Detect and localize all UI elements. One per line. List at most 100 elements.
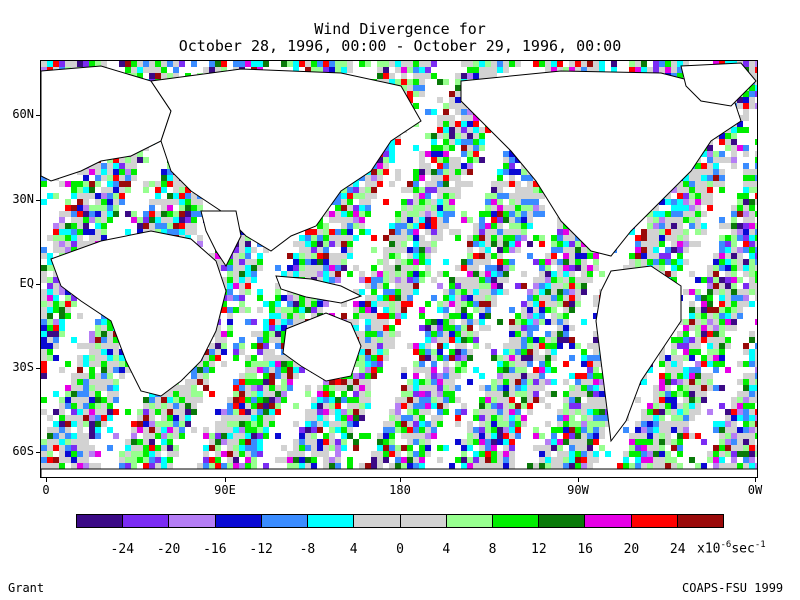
divergence-cell bbox=[581, 373, 587, 379]
divergence-cell bbox=[113, 397, 119, 403]
divergence-cell bbox=[689, 349, 695, 355]
divergence-cell bbox=[419, 349, 425, 355]
divergence-cell bbox=[737, 265, 743, 271]
divergence-cell bbox=[449, 127, 455, 133]
divergence-cell bbox=[563, 319, 569, 325]
divergence-cell bbox=[659, 385, 665, 391]
divergence-cell bbox=[665, 361, 671, 367]
divergence-cell bbox=[239, 409, 245, 415]
divergence-cell bbox=[563, 235, 569, 241]
divergence-cell bbox=[539, 313, 545, 319]
divergence-cell bbox=[689, 373, 695, 379]
divergence-cell bbox=[593, 421, 599, 427]
divergence-cell bbox=[227, 415, 233, 421]
divergence-cell bbox=[533, 337, 539, 343]
divergence-cell bbox=[497, 379, 503, 385]
divergence-cell bbox=[755, 289, 757, 295]
divergence-cell bbox=[593, 409, 599, 415]
divergence-cell bbox=[689, 337, 695, 343]
divergence-cell bbox=[101, 187, 107, 193]
divergence-cell bbox=[701, 193, 707, 199]
divergence-cell bbox=[239, 259, 245, 265]
divergence-cell bbox=[527, 373, 533, 379]
divergence-cell bbox=[659, 265, 665, 271]
divergence-cell bbox=[671, 409, 677, 415]
divergence-cell bbox=[359, 313, 365, 319]
divergence-cell bbox=[335, 241, 341, 247]
divergence-cell bbox=[425, 325, 431, 331]
divergence-cell bbox=[701, 373, 707, 379]
divergence-cell bbox=[689, 355, 695, 361]
divergence-cell bbox=[749, 247, 755, 253]
divergence-cell bbox=[437, 217, 443, 223]
divergence-cell bbox=[95, 61, 101, 67]
divergence-cell bbox=[77, 199, 83, 205]
divergence-cell bbox=[113, 205, 119, 211]
divergence-cell bbox=[95, 325, 101, 331]
divergence-cell bbox=[65, 199, 71, 205]
divergence-cell bbox=[581, 247, 587, 253]
divergence-cell bbox=[707, 349, 713, 355]
divergence-cell bbox=[95, 337, 101, 343]
divergence-cell bbox=[419, 313, 425, 319]
divergence-cell bbox=[497, 253, 503, 259]
divergence-cell bbox=[119, 193, 125, 199]
divergence-cell bbox=[431, 145, 437, 151]
divergence-cell bbox=[323, 391, 329, 397]
divergence-cell bbox=[89, 421, 95, 427]
divergence-cell bbox=[185, 211, 191, 217]
divergence-cell bbox=[71, 241, 77, 247]
divergence-cell bbox=[197, 367, 203, 373]
divergence-cell bbox=[443, 223, 449, 229]
divergence-cell bbox=[473, 241, 479, 247]
divergence-cell bbox=[707, 343, 713, 349]
divergence-cell bbox=[449, 379, 455, 385]
divergence-cell bbox=[485, 325, 491, 331]
divergence-cell bbox=[533, 367, 539, 373]
divergence-cell bbox=[539, 355, 545, 361]
divergence-cell bbox=[539, 337, 545, 343]
divergence-cell bbox=[515, 427, 521, 433]
divergence-cell bbox=[677, 415, 683, 421]
divergence-cell bbox=[335, 421, 341, 427]
divergence-cell bbox=[689, 391, 695, 397]
divergence-cell bbox=[725, 325, 731, 331]
divergence-cell bbox=[587, 367, 593, 373]
divergence-cell bbox=[503, 427, 509, 433]
divergence-cell bbox=[299, 307, 305, 313]
divergence-cell bbox=[713, 349, 719, 355]
divergence-cell bbox=[407, 379, 413, 385]
divergence-cell bbox=[281, 337, 287, 343]
divergence-cell bbox=[743, 295, 749, 301]
divergence-cell bbox=[311, 253, 317, 259]
divergence-cell bbox=[269, 379, 275, 385]
divergence-cell bbox=[743, 385, 749, 391]
divergence-cell bbox=[665, 391, 671, 397]
divergence-cell bbox=[677, 253, 683, 259]
divergence-cell bbox=[689, 181, 695, 187]
divergence-cell bbox=[443, 409, 449, 415]
divergence-cell bbox=[665, 235, 671, 241]
divergence-cell bbox=[101, 205, 107, 211]
divergence-cell bbox=[671, 241, 677, 247]
divergence-cell bbox=[467, 157, 473, 163]
divergence-cell bbox=[545, 283, 551, 289]
divergence-cell bbox=[437, 337, 443, 343]
divergence-cell bbox=[389, 61, 395, 67]
divergence-cell bbox=[89, 61, 95, 67]
divergence-cell bbox=[713, 289, 719, 295]
divergence-cell bbox=[353, 235, 359, 241]
divergence-cell bbox=[755, 79, 757, 85]
divergence-cell bbox=[551, 259, 557, 265]
divergence-cell bbox=[557, 319, 563, 325]
divergence-cell bbox=[515, 325, 521, 331]
divergence-cell bbox=[95, 235, 101, 241]
divergence-cell bbox=[149, 61, 155, 67]
divergence-cell bbox=[41, 277, 47, 283]
divergence-cell bbox=[395, 295, 401, 301]
divergence-cell bbox=[323, 271, 329, 277]
divergence-cell bbox=[443, 79, 449, 85]
divergence-cell bbox=[701, 199, 707, 205]
divergence-cell bbox=[503, 277, 509, 283]
divergence-cell bbox=[647, 229, 653, 235]
